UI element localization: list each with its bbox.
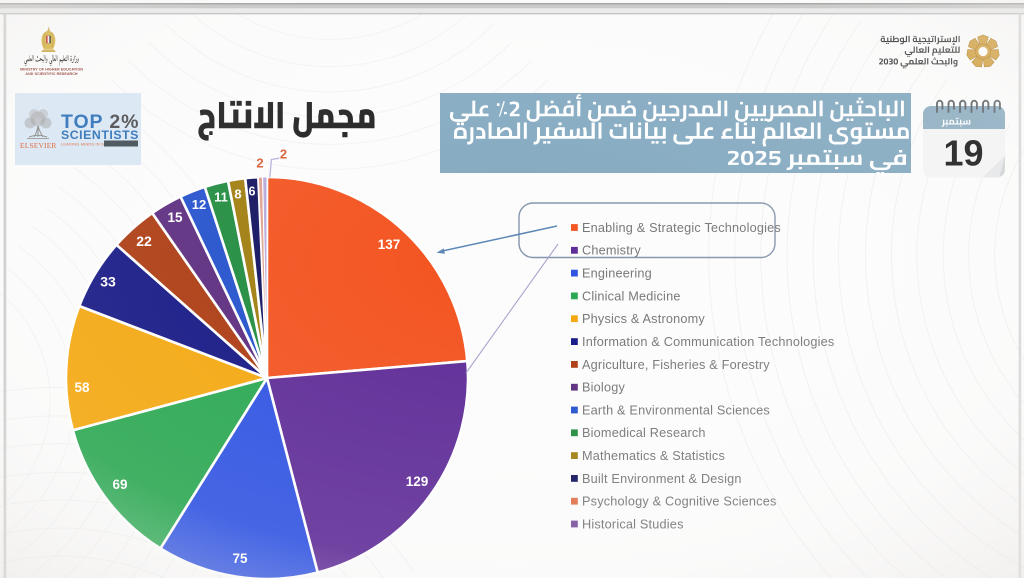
svg-text:SCIENTISTS: SCIENTISTS [61, 128, 139, 142]
svg-text:ELSEVIER: ELSEVIER [20, 141, 57, 150]
svg-text:Engineering: Engineering [582, 266, 652, 280]
svg-text:75: 75 [232, 551, 248, 566]
svg-text:2: 2 [256, 156, 263, 171]
svg-text:AND SCIENTIFIC RESEARCH: AND SCIENTIFIC RESEARCH [25, 72, 78, 76]
svg-text:69: 69 [112, 477, 127, 492]
svg-text:19: 19 [943, 133, 983, 174]
svg-text:Chemistry: Chemistry [582, 244, 641, 258]
svg-text:Physics & Astronomy: Physics & Astronomy [582, 312, 705, 326]
svg-text:6: 6 [249, 184, 256, 198]
svg-text:Biology: Biology [582, 381, 625, 395]
svg-text:Information & Communication Te: Information & Communication Technologies [582, 335, 834, 349]
svg-text:Biomedical Research: Biomedical Research [582, 426, 706, 440]
svg-text:Agriculture, Fisheries & Fores: Agriculture, Fisheries & Forestry [582, 358, 770, 372]
svg-text:11: 11 [214, 190, 228, 205]
svg-text:12: 12 [192, 197, 206, 212]
svg-text:Historical Studies: Historical Studies [582, 517, 684, 531]
svg-text:MINISTRY OF HIGHER EDUCATION: MINISTRY OF HIGHER EDUCATION [20, 68, 83, 72]
svg-text:58: 58 [74, 380, 90, 395]
svg-text:33: 33 [100, 273, 116, 289]
svg-text:Clinical Medicine: Clinical Medicine [582, 289, 681, 303]
svg-text:2: 2 [280, 147, 287, 162]
svg-text:8: 8 [234, 187, 241, 202]
svg-text:Earth & Environmental Sciences: Earth & Environmental Sciences [582, 403, 770, 417]
svg-text:15: 15 [167, 210, 183, 225]
svg-text:22: 22 [136, 233, 152, 249]
svg-text:Mathematics & Statistics: Mathematics & Statistics [582, 449, 725, 463]
svg-text:Enabling & Strategic Technolog: Enabling & Strategic Technologies [582, 221, 781, 235]
svg-text:137: 137 [378, 237, 401, 252]
svg-text:129: 129 [406, 474, 429, 489]
svg-text:Psychology & Cognitive Science: Psychology & Cognitive Sciences [582, 495, 777, 509]
svg-text:Built Environment & Design: Built Environment & Design [582, 472, 742, 486]
